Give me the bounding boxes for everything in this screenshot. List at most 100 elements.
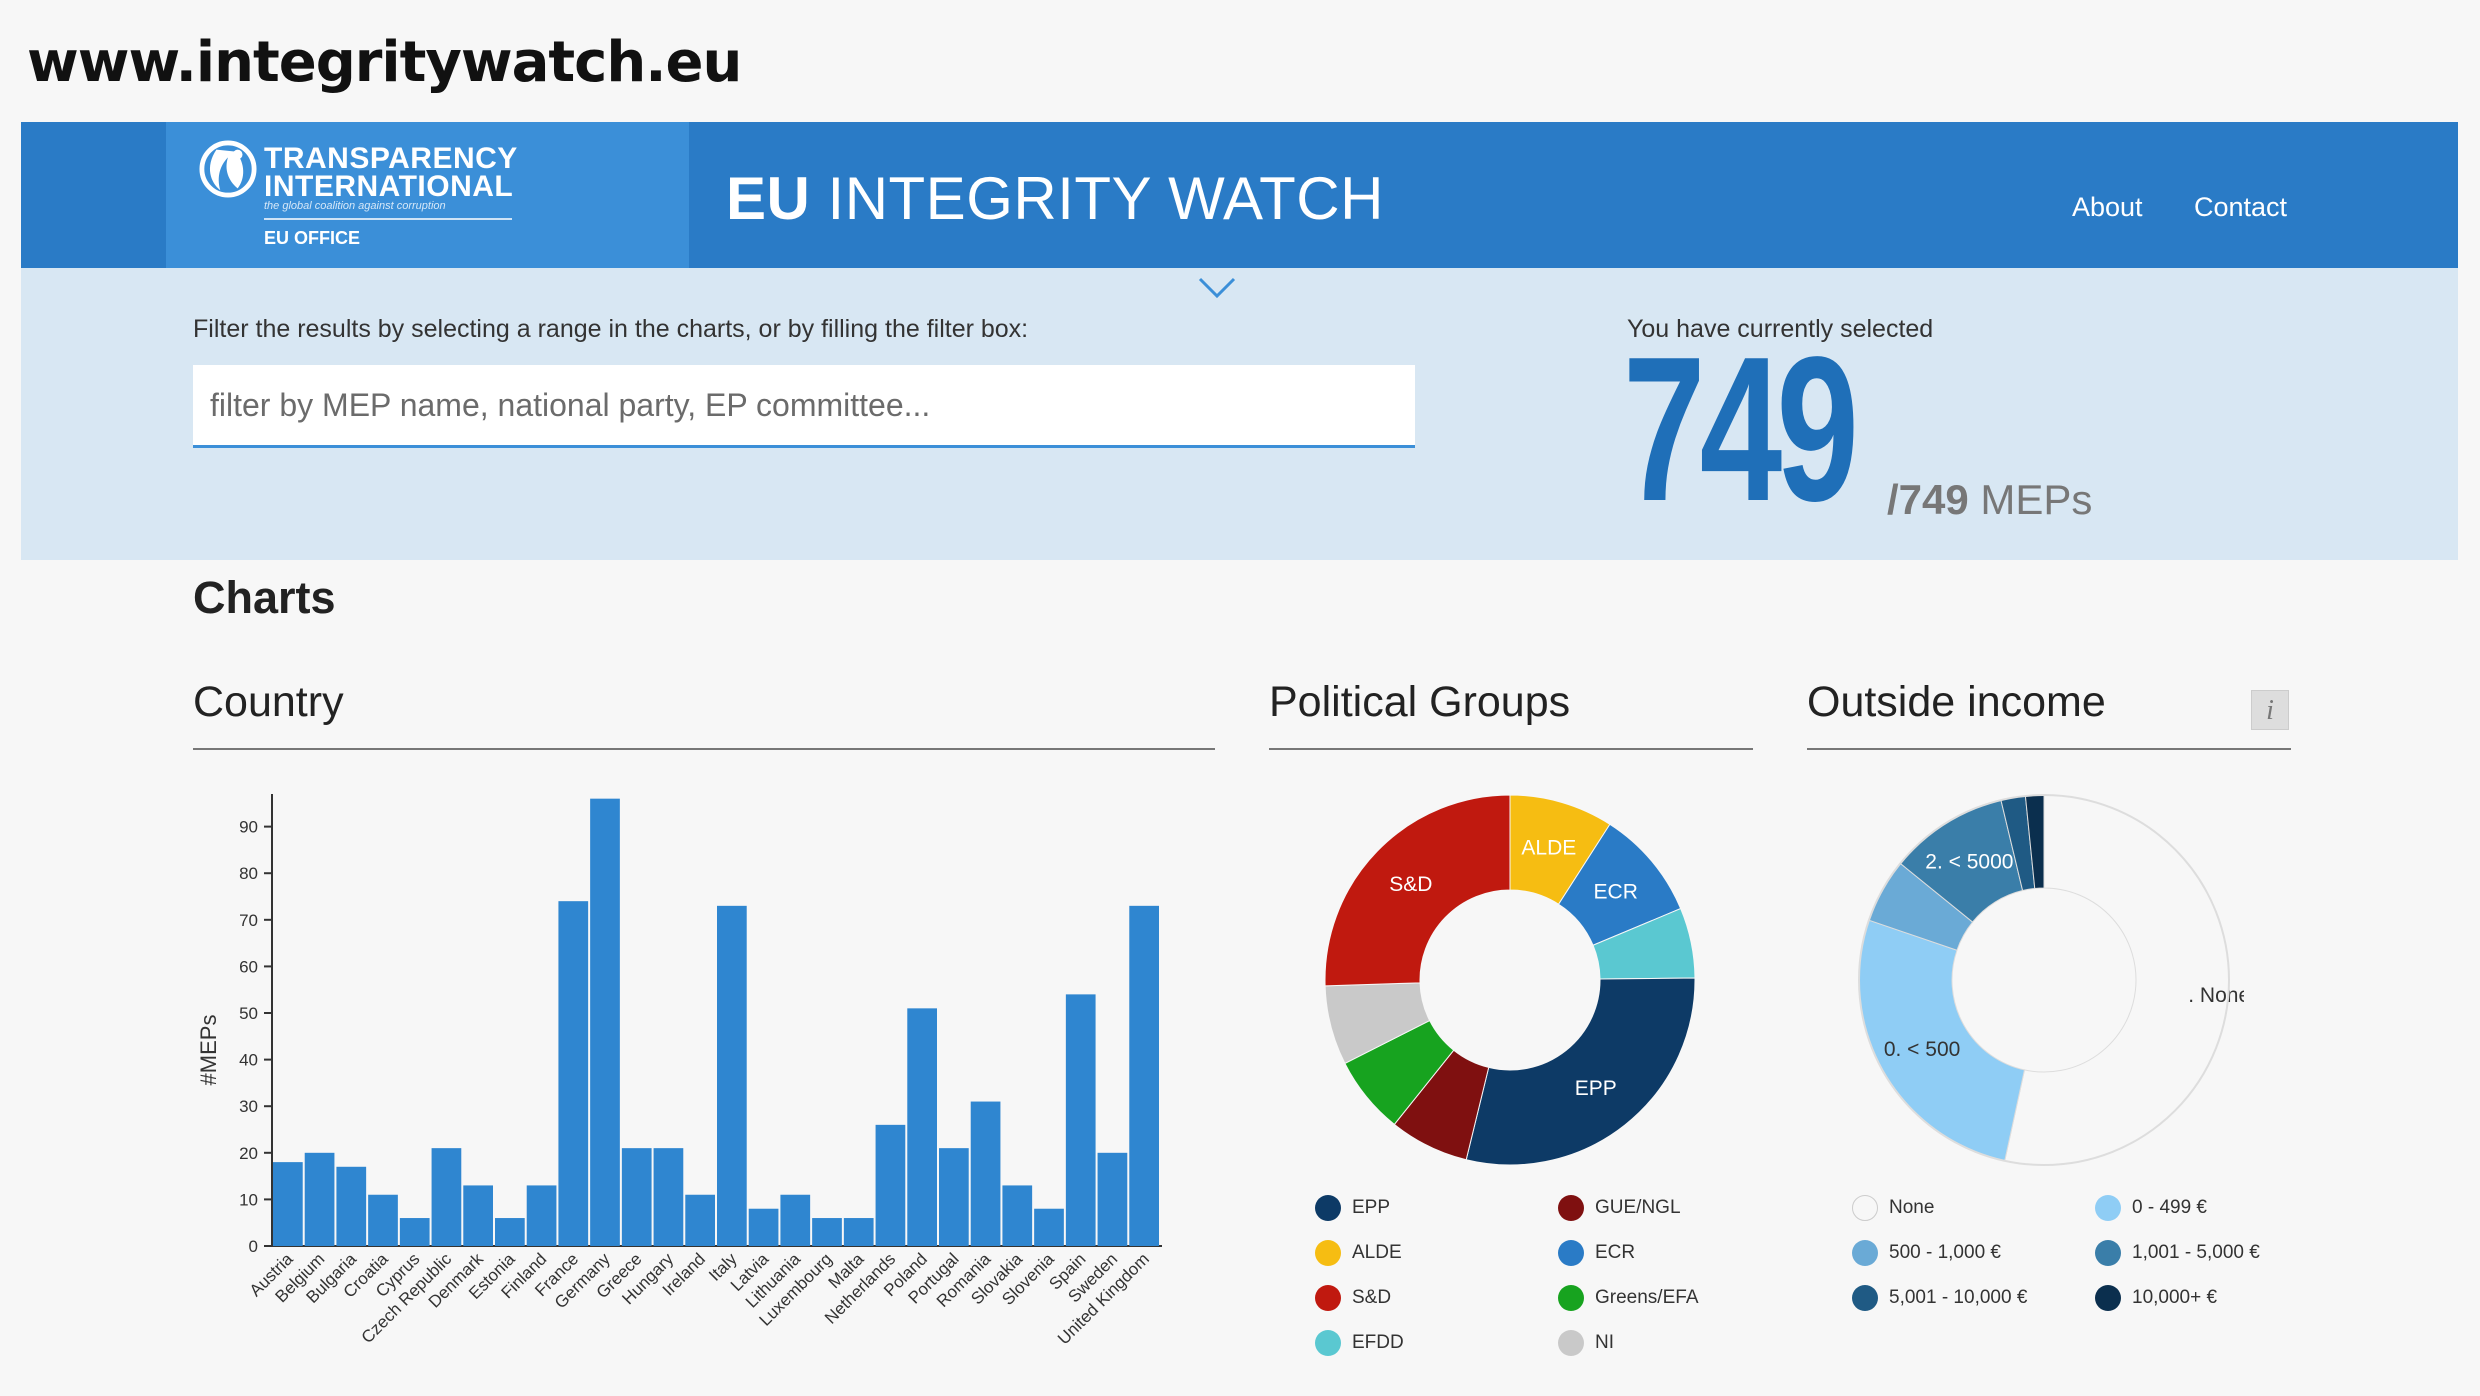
legend-item-1-001-5-000[interactable]: 1,001 - 5,000 € — [2095, 1240, 2260, 1266]
logo-office: EU OFFICE — [264, 228, 361, 248]
bar-france[interactable] — [558, 901, 589, 1246]
bar-bulgaria[interactable] — [336, 1166, 367, 1246]
bar-lithuania[interactable] — [780, 1194, 811, 1246]
legend-swatch — [2095, 1195, 2121, 1221]
logo-line-1: TRANSPARENCY — [264, 142, 518, 175]
y-tick-label: 70 — [239, 911, 258, 930]
info-icon[interactable]: i — [2251, 690, 2289, 730]
site-title-bold: EU — [726, 165, 811, 232]
selected-count: 749 — [1623, 314, 1859, 544]
slice-s-d[interactable] — [1324, 794, 1511, 987]
legend-swatch — [1558, 1240, 1584, 1266]
filter-label: Filter the results by selecting a range … — [193, 315, 1029, 343]
bar-latvia[interactable] — [748, 1208, 779, 1246]
donut-outline — [1858, 794, 2230, 1166]
globe-icon — [199, 140, 257, 198]
slice-label: 2. < 5000 — [1925, 851, 2013, 874]
bar-croatia[interactable] — [368, 1194, 398, 1246]
bar-malta[interactable] — [843, 1218, 874, 1246]
legend-item-ecr[interactable]: ECR — [1558, 1240, 1635, 1266]
y-tick-label: 10 — [239, 1190, 258, 1209]
bar-hungary[interactable] — [653, 1148, 684, 1246]
bar-germany[interactable] — [590, 798, 620, 1246]
y-tick-label: 20 — [239, 1144, 258, 1163]
legend-swatch — [1315, 1195, 1341, 1221]
bar-czech-republic[interactable] — [431, 1148, 462, 1246]
bar-romania[interactable] — [970, 1101, 1001, 1246]
bar-ireland[interactable] — [685, 1194, 715, 1246]
legend-item-5-001-10-000[interactable]: 5,001 - 10,000 € — [1852, 1285, 2027, 1311]
bar-greece[interactable] — [621, 1148, 652, 1246]
y-tick-label: 80 — [239, 864, 258, 883]
legend-item-epp[interactable]: EPP — [1315, 1195, 1390, 1221]
bar-austria[interactable] — [273, 1162, 303, 1246]
site-header: TRANSPARENCY INTERNATIONAL the global co… — [21, 122, 2458, 268]
country-bar-chart[interactable]: 0102030405060708090#MEPsAustriaBelgiumBu… — [160, 780, 1190, 1380]
bar-united-kingdom[interactable] — [1129, 905, 1159, 1246]
bar-belgium[interactable] — [304, 1152, 335, 1246]
bar-sweden[interactable] — [1097, 1152, 1128, 1246]
slice-label: . None — [2188, 984, 2244, 1007]
legend-label: S&D — [1352, 1287, 1392, 1308]
legend-item-ni[interactable]: NI — [1558, 1330, 1614, 1356]
site-url: www.integritywatch.eu — [27, 30, 742, 95]
legend-label: NI — [1595, 1332, 1614, 1353]
chevron-down-icon[interactable] — [1197, 276, 1237, 300]
legend-item-none[interactable]: None — [1852, 1195, 1934, 1221]
filter-input[interactable] — [193, 365, 1415, 448]
bar-slovakia[interactable] — [1002, 1185, 1033, 1246]
legend-item-0-499[interactable]: 0 - 499 € — [2095, 1195, 2207, 1221]
legend-label: EPP — [1352, 1197, 1391, 1218]
legend-label: ECR — [1595, 1242, 1636, 1263]
bar-spain[interactable] — [1065, 994, 1096, 1246]
bar-italy[interactable] — [717, 905, 747, 1246]
logo-separator — [264, 218, 512, 220]
legend-swatch — [2095, 1240, 2121, 1266]
y-tick-label: 90 — [239, 818, 258, 837]
bar-netherlands[interactable] — [875, 1124, 906, 1246]
groups-panel-rule — [1269, 748, 1753, 750]
bar-finland[interactable] — [526, 1185, 557, 1246]
legend-swatch — [1558, 1195, 1584, 1221]
nav-about-link[interactable]: About — [2072, 192, 2143, 222]
outside-income-donut[interactable]: . None 0. < 500 2. < 5000 — [1844, 780, 2244, 1180]
ti-logo[interactable]: TRANSPARENCY INTERNATIONAL the global co… — [166, 122, 689, 268]
slice-epp[interactable] — [1465, 977, 1696, 1166]
political-groups-donut[interactable]: ALDE ECR EPP S&D — [1310, 780, 1710, 1180]
y-tick-label: 40 — [239, 1051, 258, 1070]
legend-swatch — [1315, 1285, 1341, 1311]
logo-line-2: INTERNATIONAL — [264, 170, 514, 203]
y-tick-label: 0 — [249, 1237, 258, 1256]
selection-total: /749 MEPs — [1887, 476, 2092, 524]
bar-luxembourg[interactable] — [812, 1218, 842, 1246]
slice-label: EPP — [1575, 1077, 1617, 1100]
groups-panel-title: Political Groups — [1269, 678, 1571, 726]
legend-swatch — [1558, 1285, 1584, 1311]
bar-cyprus[interactable] — [399, 1218, 430, 1246]
bar-estonia[interactable] — [495, 1218, 525, 1246]
bar-portugal[interactable] — [939, 1148, 969, 1246]
bar-slovenia[interactable] — [1034, 1208, 1064, 1246]
income-panel-rule — [1807, 748, 2291, 750]
legend-item-s-d[interactable]: S&D — [1315, 1285, 1391, 1311]
bar-denmark[interactable] — [463, 1185, 493, 1246]
legend-label: 1,001 - 5,000 € — [2132, 1242, 2260, 1263]
political-groups-legend: EPP GUE/NGL ALDE ECR S&D Greens/EFA EFDD NI — [1315, 1195, 1735, 1370]
legend-item-efdd[interactable]: EFDD — [1315, 1330, 1404, 1356]
legend-item-alde[interactable]: ALDE — [1315, 1240, 1402, 1266]
slice-label: ECR — [1594, 880, 1638, 903]
bar-poland[interactable] — [907, 1008, 937, 1246]
selection-label: You have currently selected — [1627, 315, 1934, 343]
y-tick-label: 30 — [239, 1097, 258, 1116]
nav-contact-link[interactable]: Contact — [2194, 192, 2288, 222]
legend-item-greens-efa[interactable]: Greens/EFA — [1558, 1285, 1699, 1311]
income-panel-title: Outside income — [1807, 678, 2106, 726]
legend-item-10-000[interactable]: 10,000+ € — [2095, 1285, 2217, 1311]
legend-label: ALDE — [1352, 1242, 1402, 1263]
legend-label: 0 - 499 € — [2132, 1197, 2207, 1218]
logo-tagline: the global coalition against corruption — [264, 200, 446, 212]
legend-swatch — [1852, 1240, 1878, 1266]
y-tick-label: 50 — [239, 1004, 258, 1023]
legend-item-500-1-000[interactable]: 500 - 1,000 € — [1852, 1240, 2001, 1266]
legend-item-gue-ngl[interactable]: GUE/NGL — [1558, 1195, 1681, 1221]
